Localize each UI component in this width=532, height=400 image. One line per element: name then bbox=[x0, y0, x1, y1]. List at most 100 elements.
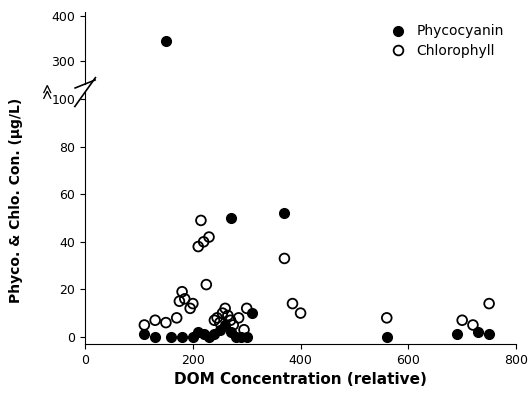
Point bbox=[167, 334, 176, 340]
Point bbox=[167, 191, 176, 197]
Point bbox=[218, 186, 227, 193]
Point bbox=[226, 188, 235, 194]
Point bbox=[194, 174, 203, 180]
Point bbox=[202, 281, 211, 288]
Point bbox=[240, 190, 248, 196]
Point bbox=[280, 255, 289, 262]
Point bbox=[215, 320, 224, 326]
Point bbox=[140, 189, 148, 195]
Point bbox=[229, 189, 237, 195]
Point bbox=[188, 185, 197, 191]
Point bbox=[175, 298, 184, 304]
Point bbox=[197, 169, 205, 176]
Point bbox=[151, 188, 160, 194]
Point bbox=[296, 310, 305, 316]
Point bbox=[383, 334, 391, 340]
Point bbox=[205, 234, 213, 240]
Point bbox=[188, 300, 197, 307]
Point bbox=[178, 334, 186, 340]
Point bbox=[200, 331, 208, 338]
Point bbox=[485, 190, 493, 197]
Point bbox=[226, 190, 235, 196]
Point bbox=[151, 334, 160, 340]
Point bbox=[197, 217, 205, 224]
Point bbox=[469, 189, 477, 195]
Point bbox=[188, 334, 197, 340]
Point bbox=[458, 317, 467, 324]
Point bbox=[474, 329, 483, 335]
Point bbox=[280, 168, 289, 174]
Point bbox=[210, 331, 219, 338]
Point bbox=[180, 296, 189, 302]
Point bbox=[248, 186, 256, 193]
Point bbox=[226, 329, 235, 335]
Point bbox=[200, 173, 208, 180]
Point bbox=[232, 334, 240, 340]
Point bbox=[218, 310, 227, 316]
Point bbox=[140, 331, 148, 338]
Point bbox=[243, 186, 251, 192]
Point bbox=[151, 317, 160, 324]
Point bbox=[140, 190, 148, 197]
Point bbox=[383, 191, 391, 197]
Point bbox=[223, 187, 232, 193]
Point bbox=[162, 38, 170, 44]
Point bbox=[383, 315, 391, 321]
Point bbox=[205, 172, 213, 179]
Point bbox=[210, 190, 219, 197]
Point bbox=[213, 188, 221, 194]
Point bbox=[280, 210, 289, 216]
Point bbox=[232, 191, 240, 197]
Point bbox=[248, 310, 256, 316]
Point bbox=[178, 191, 186, 197]
Point bbox=[235, 188, 243, 194]
Point bbox=[172, 188, 181, 194]
Point bbox=[226, 169, 235, 175]
Point bbox=[229, 322, 237, 328]
Point bbox=[235, 315, 243, 321]
Point bbox=[221, 189, 229, 195]
Point bbox=[175, 184, 184, 191]
Text: $\gg$: $\gg$ bbox=[41, 82, 56, 102]
Point bbox=[237, 191, 246, 197]
Point bbox=[200, 190, 208, 197]
Point bbox=[210, 317, 219, 324]
Point bbox=[221, 186, 229, 192]
Point bbox=[458, 188, 467, 194]
Point bbox=[223, 312, 232, 319]
Point bbox=[221, 305, 229, 312]
Point bbox=[288, 185, 297, 191]
Point bbox=[243, 305, 251, 312]
Point bbox=[485, 185, 493, 191]
Point bbox=[178, 288, 186, 295]
Point bbox=[210, 188, 219, 194]
Point bbox=[194, 329, 203, 335]
Point bbox=[162, 320, 170, 326]
Point bbox=[485, 300, 493, 307]
Point bbox=[172, 315, 181, 321]
Point bbox=[240, 326, 248, 333]
Point bbox=[213, 315, 221, 321]
Point bbox=[194, 243, 203, 250]
Point bbox=[188, 191, 197, 197]
Point bbox=[162, 188, 170, 195]
Point bbox=[243, 191, 251, 197]
Point bbox=[288, 300, 297, 307]
Point bbox=[226, 215, 235, 221]
Point bbox=[205, 334, 213, 340]
Point bbox=[243, 334, 251, 340]
Point bbox=[215, 190, 224, 196]
Point bbox=[215, 188, 224, 195]
Point bbox=[186, 305, 194, 312]
Point bbox=[474, 190, 483, 196]
Point bbox=[186, 186, 194, 192]
Point bbox=[215, 326, 224, 333]
Point bbox=[485, 331, 493, 338]
Point bbox=[221, 322, 229, 328]
Point bbox=[202, 181, 211, 188]
Point bbox=[280, 176, 289, 183]
Point bbox=[205, 191, 213, 197]
Point bbox=[453, 331, 461, 338]
Legend: Phycocyanin, Chlorophyll: Phycocyanin, Chlorophyll bbox=[379, 19, 509, 64]
Point bbox=[194, 190, 203, 196]
